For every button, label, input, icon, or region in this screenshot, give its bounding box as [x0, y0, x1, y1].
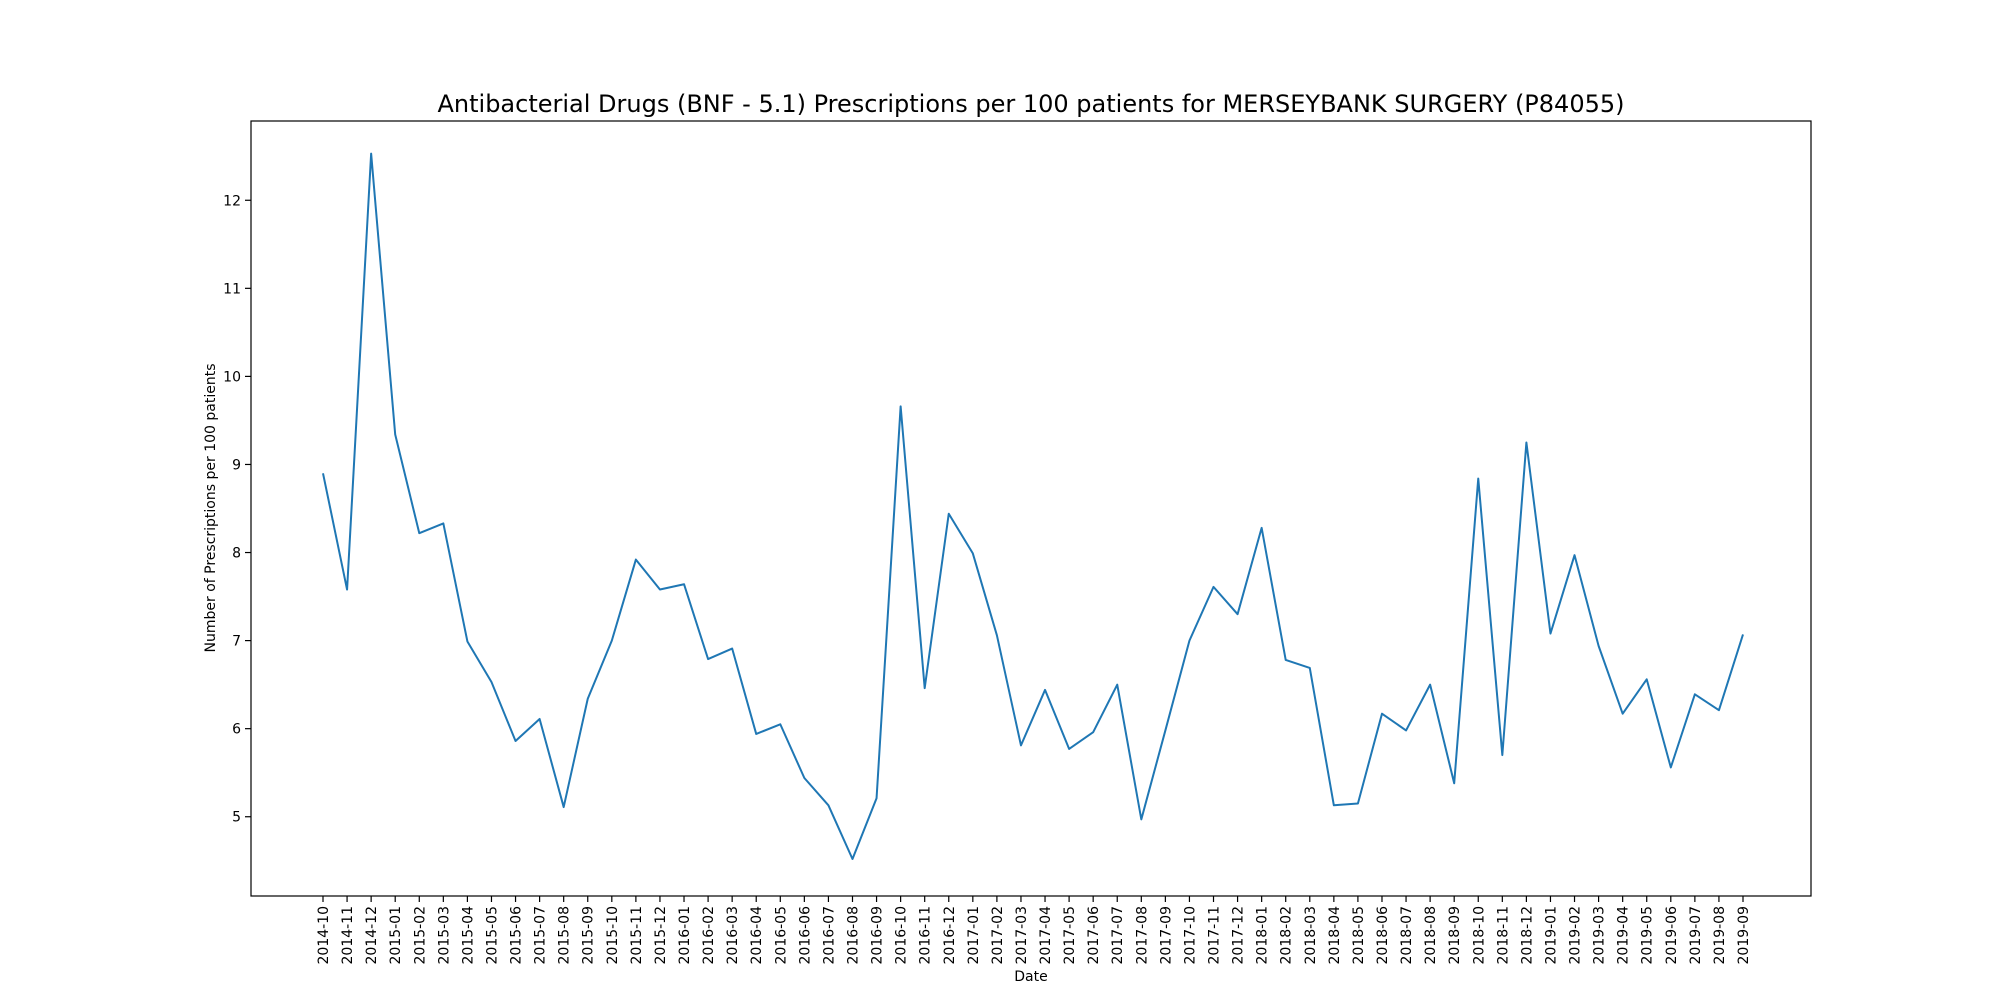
x-tick-label: 2016-06: [797, 906, 813, 965]
x-tick-label: 2016-01: [677, 906, 693, 965]
x-tick-label: 2017-02: [990, 906, 1006, 965]
x-tick-label: 2014-10: [316, 906, 332, 965]
x-tick-label: 2018-06: [1375, 906, 1391, 965]
y-axis: 5 6 7 8 9 10 11 12: [223, 193, 251, 825]
y-axis-label: Number of Prescriptions per 100 patients: [203, 364, 219, 653]
x-tick-label: 2017-11: [1207, 906, 1223, 965]
x-tick-label: 2019-06: [1664, 906, 1680, 965]
x-tick-label: 2018-01: [1255, 906, 1271, 965]
y-tick-label: 8: [232, 546, 241, 562]
x-tick-label: 2015-06: [509, 906, 525, 965]
x-tick-label: 2017-06: [1086, 906, 1102, 965]
x-tick-label: 2017-05: [1062, 906, 1078, 965]
x-tick-label: 2015-07: [533, 906, 549, 965]
y-tick-label: 12: [223, 193, 241, 209]
x-tick-label: 2016-10: [894, 906, 910, 965]
x-tick-label: 2017-10: [1182, 906, 1198, 965]
chart-title: Antibacterial Drugs (BNF - 5.1) Prescrip…: [437, 90, 1624, 118]
x-tick-label: 2016-12: [942, 906, 958, 965]
x-tick-label: 2017-04: [1038, 906, 1054, 965]
x-tick-label: 2018-02: [1279, 906, 1295, 965]
plot-frame: [251, 121, 1811, 896]
x-axis-label: Date: [1014, 969, 1047, 985]
x-tick-label: 2016-05: [773, 906, 789, 965]
x-tick-label: 2015-04: [460, 906, 476, 965]
x-tick-label: 2015-11: [629, 906, 645, 965]
x-tick-label: 2018-09: [1447, 906, 1463, 965]
y-tick-label: 10: [223, 369, 241, 385]
x-tick-label: 2016-11: [918, 906, 934, 965]
y-tick-label: 6: [232, 722, 241, 738]
x-tick-label: 2019-07: [1688, 906, 1704, 965]
x-tick-label: 2016-02: [701, 906, 717, 965]
y-tick-label: 7: [232, 634, 241, 650]
y-tick-label: 9: [232, 457, 241, 473]
x-tick-label: 2019-02: [1568, 906, 1584, 965]
x-tick-label: 2018-11: [1495, 906, 1511, 965]
x-tick-label: 2014-12: [364, 906, 380, 965]
x-axis: 2014-10 2014-11 2014-12 2015-01 2015-02 2015-…: [316, 896, 1752, 965]
x-tick-label: 2015-10: [605, 906, 621, 965]
y-tick-label: 5: [232, 810, 241, 826]
x-tick-label: 2016-08: [845, 906, 861, 965]
x-tick-label: 2019-01: [1543, 906, 1559, 965]
x-tick-label: 2017-03: [1014, 906, 1030, 965]
x-tick-label: 2015-09: [581, 906, 597, 965]
x-tick-label: 2015-02: [412, 906, 428, 965]
x-tick-label: 2015-08: [557, 906, 573, 965]
x-tick-label: 2016-04: [749, 906, 765, 965]
x-tick-label: 2018-07: [1399, 906, 1415, 965]
x-tick-label: 2018-10: [1471, 906, 1487, 965]
x-tick-label: 2017-08: [1134, 906, 1150, 965]
x-tick-label: 2019-09: [1736, 906, 1752, 965]
x-tick-label: 2018-04: [1327, 906, 1343, 965]
x-tick-label: 2019-03: [1592, 906, 1608, 965]
x-tick-label: 2017-07: [1110, 906, 1126, 965]
x-tick-label: 2018-05: [1351, 906, 1367, 965]
x-tick-label: 2019-08: [1712, 906, 1728, 965]
x-tick-label: 2017-09: [1158, 906, 1174, 965]
series-line: [323, 154, 1743, 859]
x-tick-label: 2019-04: [1616, 906, 1632, 965]
x-tick-label: 2015-05: [484, 906, 500, 965]
x-tick-label: 2018-12: [1519, 906, 1535, 965]
x-tick-label: 2016-09: [870, 906, 886, 965]
x-tick-label: 2018-08: [1423, 906, 1439, 965]
x-tick-label: 2017-12: [1231, 906, 1247, 965]
x-tick-label: 2015-01: [388, 906, 404, 965]
x-tick-label: 2019-05: [1640, 906, 1656, 965]
y-tick-label: 11: [223, 281, 241, 297]
x-tick-label: 2016-03: [725, 906, 741, 965]
plot-area: [323, 154, 1743, 859]
x-tick-label: 2015-03: [436, 906, 452, 965]
x-tick-label: 2018-03: [1303, 906, 1319, 965]
x-tick-label: 2015-12: [653, 906, 669, 965]
x-tick-label: 2014-11: [340, 906, 356, 965]
x-tick-label: 2016-07: [821, 906, 837, 965]
x-tick-label: 2017-01: [966, 906, 982, 965]
